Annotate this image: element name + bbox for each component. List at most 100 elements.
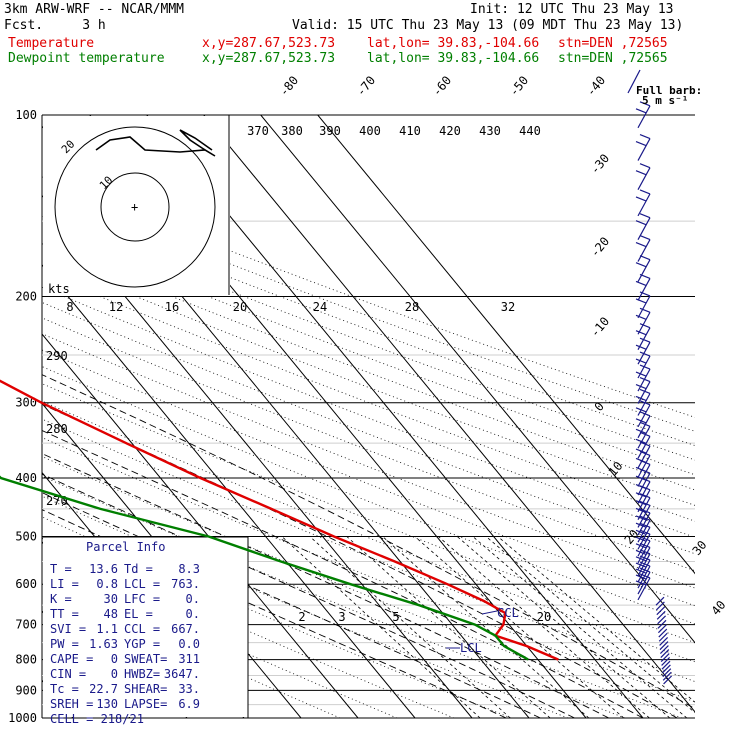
- valid-time: Valid: 15 UTC Thu 23 May 13 (09 MDT Thu …: [292, 18, 684, 33]
- wind-barb: [637, 565, 651, 589]
- wind-barb-flag: [639, 431, 651, 437]
- dry-adiabat: [42, 418, 695, 682]
- wind-barb-flag: [635, 500, 647, 506]
- wind-barb: [637, 404, 651, 428]
- temp-xy: x,y=287.67,523.73: [202, 36, 336, 51]
- wind-barb-flag: [635, 371, 647, 377]
- wind-barb-flag: [635, 549, 647, 555]
- parcel-row-2-col-0: K =: [50, 592, 72, 606]
- wind-barb: [637, 311, 651, 335]
- pressure-label-100: 100: [15, 108, 37, 122]
- wind-barb-flag: [639, 234, 651, 241]
- dry-adiabat-label: 280: [46, 422, 68, 436]
- wind-barb-flag: [635, 241, 647, 248]
- pressure-label-500: 500: [15, 529, 37, 543]
- wind-barb-flag: [639, 133, 651, 140]
- wind-barb-flag: [635, 522, 647, 528]
- dewpoint-profile: [0, 475, 529, 661]
- parcel-row-1-col-3: 763.: [171, 577, 200, 591]
- wind-barb-flag: [635, 220, 647, 226]
- parcel-row-7-col-2: HWBZ=: [124, 667, 160, 681]
- parcel-row-5-col-3: 0.0: [178, 637, 200, 651]
- wind-barb-flag: [639, 477, 651, 483]
- parcel-row-5-col-0: PW =: [50, 637, 79, 651]
- wind-barb-flag: [635, 438, 647, 444]
- wind-barb-lower: [658, 628, 668, 638]
- parcel-row-0-col-2: Td =: [124, 562, 153, 576]
- wind-barb-lower: [659, 637, 669, 646]
- wind-barb-flag: [639, 459, 651, 465]
- wind-barb-lower: [659, 645, 669, 655]
- parcel-row-2-col-3: 0.: [186, 592, 200, 606]
- parcel-row-4-col-3: 667.: [171, 622, 200, 636]
- wind-barb-flag: [639, 441, 651, 447]
- wind-barb: [637, 577, 651, 601]
- wind-barb-flag: [635, 515, 647, 521]
- parcel-row-8-col-1: 22.7: [89, 682, 118, 696]
- parcel-row-10-col-0: CELL = 218/21: [50, 712, 144, 726]
- parcel-row-8-col-2: SHEAR=: [124, 682, 167, 696]
- parcel-background: [43, 537, 248, 717]
- isotherm-label: -20: [588, 234, 613, 260]
- mixing-ratio-line: [472, 536, 688, 718]
- kts-label: kts: [48, 282, 70, 296]
- wind-barb-flag: [635, 108, 647, 114]
- pressure-label-700: 700: [15, 618, 37, 632]
- wind-barb-lower: [657, 615, 667, 625]
- mixing-ratio-label: 16: [165, 300, 179, 314]
- wind-barb-lower: [660, 649, 670, 659]
- dry-adiabat: [42, 456, 683, 718]
- mixing-ratio-label: 8: [66, 300, 73, 314]
- isotherm-label: -10: [588, 314, 613, 340]
- parcel-row-8-col-3: 33.: [178, 682, 200, 696]
- theta-label: 390: [319, 124, 341, 138]
- parcel-info-title: Parcel Info: [86, 540, 165, 554]
- wind-barb: [637, 278, 651, 301]
- wind-barb-flag: [639, 101, 651, 107]
- wind-barb: [637, 571, 651, 595]
- theta-label: 370: [247, 124, 269, 138]
- wind-barb-flag: [635, 262, 647, 268]
- wind-barb: [637, 167, 651, 190]
- parcel-row-5-col-2: YGP =: [124, 637, 160, 651]
- wind-barb-flag: [639, 567, 651, 573]
- hodograph-outer-ring: [54, 126, 216, 288]
- parcel-row-0-col-3: 8.3: [178, 562, 200, 576]
- wind-barb: [637, 415, 651, 439]
- parcel-row-6-col-0: CAPE =: [50, 652, 93, 666]
- dry-adiabat-label: 290: [46, 349, 68, 363]
- temp-latlon: lat,lon= 39.83,-104.66: [367, 36, 540, 51]
- moist-adiabat: [42, 473, 575, 718]
- wind-barb-flag: [639, 411, 651, 417]
- wind-barb: [637, 239, 651, 262]
- wind-barb-flag: [639, 555, 651, 561]
- mixing-ratio-label-lower: 3: [338, 610, 345, 624]
- wind-barb-lower: [659, 641, 669, 650]
- temperature-legend: Temperature: [8, 36, 95, 51]
- moist-adiabat: [42, 403, 678, 718]
- parcel-row-7-col-0: CIN =: [50, 667, 86, 681]
- isotherm-label: 10: [606, 459, 626, 479]
- dry-adiabat: [42, 383, 695, 644]
- parcel-row-9-col-1: 130: [96, 697, 118, 711]
- wind-barb: [637, 295, 651, 319]
- wind-barb-flag: [635, 395, 647, 402]
- dry-adiabat: [42, 400, 695, 663]
- isotherm-label: 30: [690, 538, 710, 558]
- wind-barb-lower: [656, 606, 666, 616]
- isotherm-label: -30: [588, 151, 613, 177]
- wind-barb-flag: [635, 170, 647, 176]
- wind-barb-lower: [657, 619, 667, 629]
- wind-barb-flag: [639, 549, 651, 555]
- mixing-ratio-line: [438, 536, 650, 718]
- wind-barb-flag: [639, 273, 651, 279]
- parcel-row-2-col-2: LFC =: [124, 592, 160, 606]
- theta-label: 410: [399, 124, 421, 138]
- parcel-row-0-col-1: 13.6: [89, 562, 118, 576]
- wind-barb-flag: [639, 400, 651, 406]
- wind-barb-flag: [635, 448, 647, 454]
- theta-label: 430: [479, 124, 501, 138]
- wind-barb-flag: [635, 196, 647, 202]
- wind-barb-flag: [639, 364, 651, 370]
- wind-barb-flag: [639, 515, 651, 521]
